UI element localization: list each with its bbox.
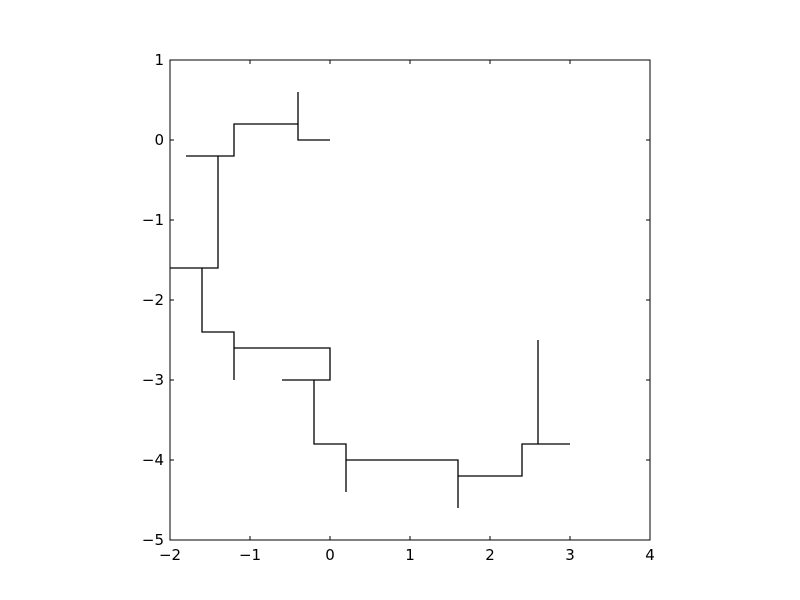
x-tick-label: 2 <box>485 546 495 564</box>
tick-labels-group: −2 −1 0 1 2 3 4 −5 −4 −3 −2 −1 0 1 <box>142 51 655 564</box>
x-tick-label: 3 <box>565 546 575 564</box>
y-tick-label: −1 <box>142 211 164 229</box>
y-tick-label: −3 <box>142 371 164 389</box>
y-tick-label: −4 <box>142 451 164 469</box>
x-tick-label: 4 <box>645 546 655 564</box>
plot-data-group <box>170 92 570 508</box>
y-tick-label: 0 <box>154 131 164 149</box>
x-tick-label: −1 <box>239 546 261 564</box>
x-tick-label: 0 <box>325 546 335 564</box>
y-tick-label: 1 <box>154 51 164 69</box>
y-tick-label: −5 <box>142 531 164 549</box>
x-tick-label: 1 <box>405 546 415 564</box>
y-tick-label: −2 <box>142 291 164 309</box>
plot-frame <box>169 59 651 541</box>
x-tick-label: −2 <box>159 546 181 564</box>
series-0-line <box>170 92 570 508</box>
